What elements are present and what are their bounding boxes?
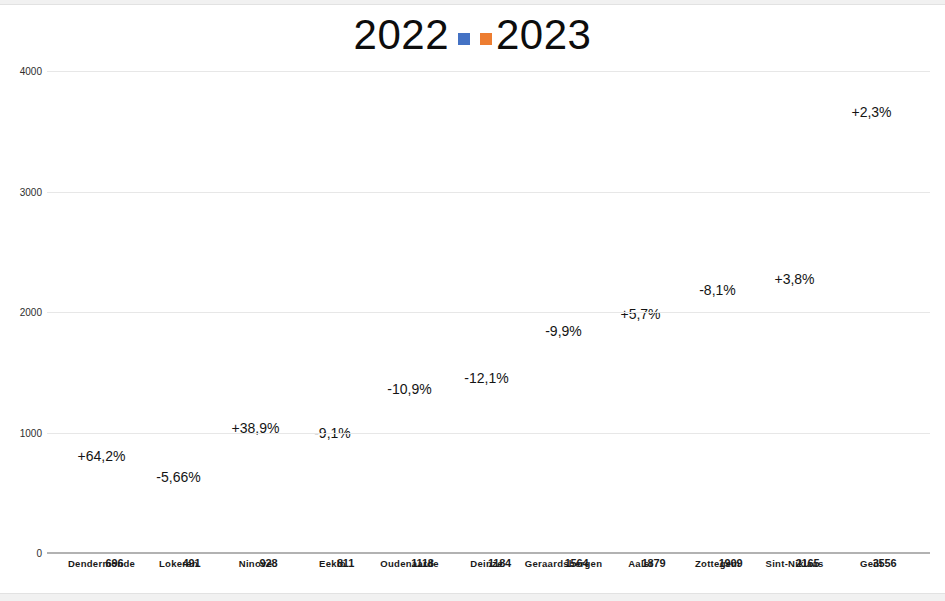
x-axis-category-label-gent: Gent (860, 558, 883, 569)
x-axis-category-label-sint-niklaas: Sint-Niklaas (766, 558, 824, 569)
y-axis-tick-label-2000: 2000 (20, 307, 42, 318)
legend-2022-label: 2022 (354, 12, 449, 58)
gridline-3000 (47, 192, 930, 193)
x-axis-category-label-lokeren: Lokeren (159, 558, 198, 569)
page-top-edge (0, 0, 945, 5)
x-axis-category-label-geraardsbergen: Geraardsbergen (525, 558, 603, 569)
page-bottom-edge (0, 593, 945, 601)
delta-percent-label-ninove: +38,9% (232, 420, 280, 436)
delta-percent-label-oudenaarde: -10,9% (387, 381, 431, 397)
delta-percent-label-dendermonde: +64,2% (78, 448, 126, 464)
x-axis-category-label-dendermonde: Dendermonde (68, 558, 135, 569)
delta-percent-label-sint-niklaas: +3,8% (774, 271, 814, 287)
delta-percent-label-deinze: -12,1% (464, 370, 508, 386)
gridline-1000 (47, 433, 930, 434)
legend-2022-marker-icon (458, 33, 470, 45)
x-axis-category-label-aalst: Aalst (628, 558, 653, 569)
delta-percent-label-zottegem: -8,1% (699, 282, 736, 298)
y-axis-tick-label-4000: 4000 (20, 66, 42, 77)
gridline-2000 (47, 312, 930, 313)
y-axis-tick-label-3000: 3000 (20, 186, 42, 197)
gridline-4000 (47, 71, 930, 72)
x-axis-category-label-eeklo: Eeklo (319, 558, 346, 569)
y-axis: 01000200030004000 (0, 71, 42, 553)
y-axis-tick-label-1000: 1000 (20, 427, 42, 438)
plot-area: 424696+64,2%Dendermonde520491-5,66%Loker… (47, 71, 930, 553)
delta-percent-label-geraardsbergen: -9,9% (545, 323, 582, 339)
legend-2023-marker-icon (480, 33, 492, 45)
legend-2023-label: 2023 (496, 12, 591, 58)
chart-legend-title: 2022 2023 (0, 12, 945, 58)
x-axis-category-label-zottegem: Zottegem (695, 558, 740, 569)
x-axis-category-label-oudenaarde: Oudenaarde (380, 558, 438, 569)
y-axis-tick-label-0: 0 (36, 548, 42, 559)
delta-percent-label-aalst: +5,7% (620, 306, 660, 322)
chart-canvas[interactable]: 2022 2023 0 1000 2000 3000 4000 424696+64,2%… (0, 0, 945, 601)
x-axis-category-label-ninove: Ninove (239, 558, 272, 569)
delta-percent-label-gent: +2,3% (851, 104, 891, 120)
delta-percent-label-lokeren: -5,66% (156, 469, 200, 485)
x-axis-category-label-deinze: Deinze (470, 558, 502, 569)
